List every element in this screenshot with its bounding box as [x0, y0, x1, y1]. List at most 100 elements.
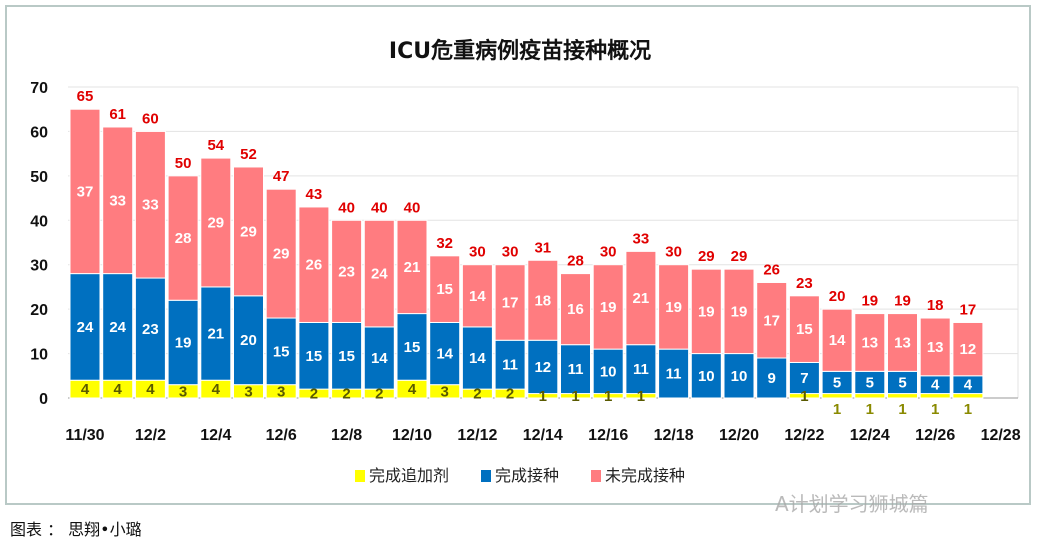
bar-segment	[134, 277, 166, 381]
bar-segment	[265, 188, 297, 319]
data-label: 29	[240, 223, 257, 240]
x-tick-label: 12/20	[719, 427, 759, 444]
bar-segment	[527, 339, 559, 395]
y-tick-label: 50	[30, 169, 48, 186]
data-label: 2	[342, 386, 350, 403]
bar-segment	[690, 268, 722, 355]
data-label: 15	[273, 343, 290, 360]
bar-segment	[887, 313, 918, 372]
y-tick-label: 40	[30, 213, 48, 230]
bar-segment	[363, 326, 395, 390]
x-tick-label: 12/12	[457, 427, 497, 444]
data-label: 15	[796, 321, 813, 338]
bar-segment	[952, 321, 984, 377]
bar-segment	[821, 393, 853, 399]
legend-label: 完成追加剂	[368, 466, 449, 485]
x-tick-label: 12/18	[654, 427, 694, 444]
data-label: 4	[408, 381, 417, 398]
data-label: 16	[567, 301, 584, 318]
bar-segment	[821, 308, 853, 372]
data-label: 33	[109, 192, 126, 209]
data-label: 1	[637, 388, 645, 405]
bar-segment	[429, 255, 461, 323]
data-label: 10	[698, 368, 715, 385]
data-label: 7	[800, 370, 808, 387]
x-tick-label: 12/26	[915, 427, 955, 444]
legend-item-completed: 完成接种	[480, 466, 559, 486]
y-tick-label: 10	[30, 347, 48, 364]
bar-segment	[102, 273, 134, 381]
legend-swatch	[354, 470, 365, 482]
bar-segment	[625, 250, 657, 346]
data-label: 24	[109, 319, 126, 336]
total-label: 30	[600, 244, 617, 261]
data-label: 37	[77, 183, 94, 200]
data-label: 4	[964, 377, 973, 394]
total-label: 23	[796, 275, 813, 292]
bar-segment	[560, 273, 591, 346]
data-label: 10	[600, 363, 617, 380]
data-label: 24	[77, 319, 94, 336]
bar-segment	[919, 317, 951, 377]
legend: 完成追加剂 完成接种 未完成接种	[0, 466, 1040, 486]
data-label: 15	[436, 281, 453, 298]
data-label: 13	[894, 334, 911, 351]
data-label: 13	[927, 339, 944, 356]
bar-segment	[952, 393, 984, 399]
data-label: 11	[568, 361, 584, 378]
data-label: 1	[866, 401, 874, 418]
total-label: 26	[763, 261, 780, 278]
watermark: A计划学习狮城篇	[775, 492, 929, 516]
bar-segment	[756, 281, 788, 359]
bar-segment	[298, 206, 330, 323]
total-label: 47	[273, 168, 290, 185]
bar-segment	[919, 393, 951, 399]
bar-segment	[658, 264, 690, 350]
total-label: 19	[894, 293, 911, 310]
data-label: 29	[207, 215, 224, 232]
legend-swatch	[480, 470, 491, 482]
data-label: 12	[960, 341, 977, 358]
data-label: 33	[142, 197, 159, 214]
total-label: 40	[371, 199, 388, 216]
data-label: 1	[539, 388, 547, 405]
bar-segment	[429, 321, 461, 386]
total-label: 30	[502, 244, 519, 261]
data-label: 19	[600, 299, 617, 316]
bar-segment	[200, 286, 232, 381]
data-label: 14	[436, 346, 453, 363]
bar-segment	[723, 268, 755, 355]
data-label: 21	[207, 326, 224, 343]
bar-segment	[102, 126, 134, 275]
bar-segment	[788, 361, 820, 395]
total-label: 20	[829, 288, 846, 305]
bar-segment	[396, 313, 428, 381]
total-label: 65	[77, 88, 94, 105]
bar-segment	[690, 353, 722, 399]
legend-swatch	[591, 470, 601, 482]
data-label: 18	[534, 292, 551, 309]
bar-segment	[134, 130, 166, 279]
data-label: 15	[404, 339, 421, 356]
total-label: 54	[207, 137, 224, 154]
total-label: 60	[142, 110, 159, 127]
data-label: 1	[571, 388, 579, 405]
legend-item-incomplete: 未完成接种	[591, 466, 685, 486]
total-label: 30	[665, 244, 682, 261]
total-label: 29	[698, 248, 715, 265]
x-tick-label: 12/14	[523, 427, 563, 444]
total-label: 40	[338, 199, 355, 216]
data-label: 3	[441, 383, 449, 400]
bar-segment	[887, 393, 918, 399]
bar-segment	[167, 175, 199, 301]
total-label: 50	[175, 155, 192, 172]
data-label: 20	[240, 332, 257, 349]
y-tick-label: 0	[39, 391, 48, 408]
bar-segment	[363, 219, 395, 328]
total-label: 19	[861, 293, 878, 310]
total-label: 40	[404, 199, 421, 216]
bar-segment	[331, 321, 363, 390]
y-tick-label: 70	[30, 80, 48, 97]
data-label: 2	[375, 386, 383, 403]
data-label: 28	[175, 230, 192, 247]
